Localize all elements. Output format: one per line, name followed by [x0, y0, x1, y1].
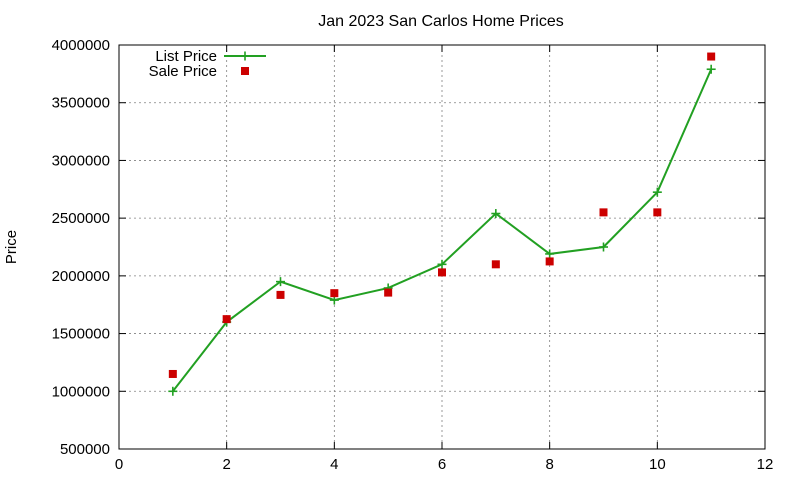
- x-tick-label: 12: [757, 456, 774, 473]
- sale-price-point: [653, 208, 662, 217]
- chart-title: Jan 2023 San Carlos Home Prices: [318, 13, 563, 30]
- legend-marker: [240, 51, 250, 61]
- x-tick-label: 4: [330, 456, 338, 473]
- list-price-point: [545, 249, 555, 259]
- legend-item-list-price: List Price: [155, 48, 266, 65]
- x-tick-label: 2: [222, 456, 230, 473]
- axis-ticks: 0 2 4 6 8 10 12 500000 1000000 1500000 2000000 2500…: [52, 37, 774, 473]
- sale-price-point: [168, 369, 177, 378]
- y-tick-label: 1000000: [52, 383, 110, 400]
- sale-price-point: [545, 257, 554, 266]
- legend-label: List Price: [155, 48, 217, 65]
- sale-price-point: [438, 268, 446, 277]
- sale-price-point: [276, 290, 285, 299]
- sale-price-point: [599, 208, 608, 217]
- list-price-point: [168, 386, 178, 396]
- sale-price-point: [384, 288, 393, 297]
- series-sale-price: [168, 52, 716, 378]
- y-tick-label: 2000000: [52, 268, 110, 285]
- x-tick-label: 8: [545, 456, 553, 473]
- legend-item-sale-price: Sale Price: [149, 63, 249, 80]
- y-tick-label: 4000000: [52, 37, 110, 54]
- list-price-point: [276, 277, 285, 287]
- y-tick-label: 3500000: [52, 95, 110, 112]
- y-tick-label: 3000000: [52, 152, 110, 169]
- sale-price-point: [222, 315, 231, 324]
- sale-price-point: [707, 52, 716, 61]
- y-tick-label: 2500000: [52, 210, 110, 227]
- sale-price-point: [491, 260, 500, 269]
- legend-label: Sale Price: [149, 63, 217, 80]
- y-axis-label: Price: [3, 230, 20, 264]
- list-price-point: [491, 209, 501, 219]
- list-price-point: [599, 242, 608, 252]
- x-tick-label: 6: [438, 456, 446, 473]
- list-price-point: [437, 259, 447, 269]
- x-tick-label: 0: [115, 456, 123, 473]
- grid-lines: [119, 45, 765, 449]
- list-price-point: [652, 187, 662, 197]
- y-tick-label: 500000: [60, 441, 110, 458]
- y-tick-label: 1500000: [52, 326, 110, 343]
- list-price-point: [706, 64, 716, 74]
- sale-price-point: [330, 289, 339, 298]
- legend-marker: [241, 67, 249, 75]
- series-layer: [168, 52, 716, 396]
- x-tick-label: 10: [649, 456, 666, 473]
